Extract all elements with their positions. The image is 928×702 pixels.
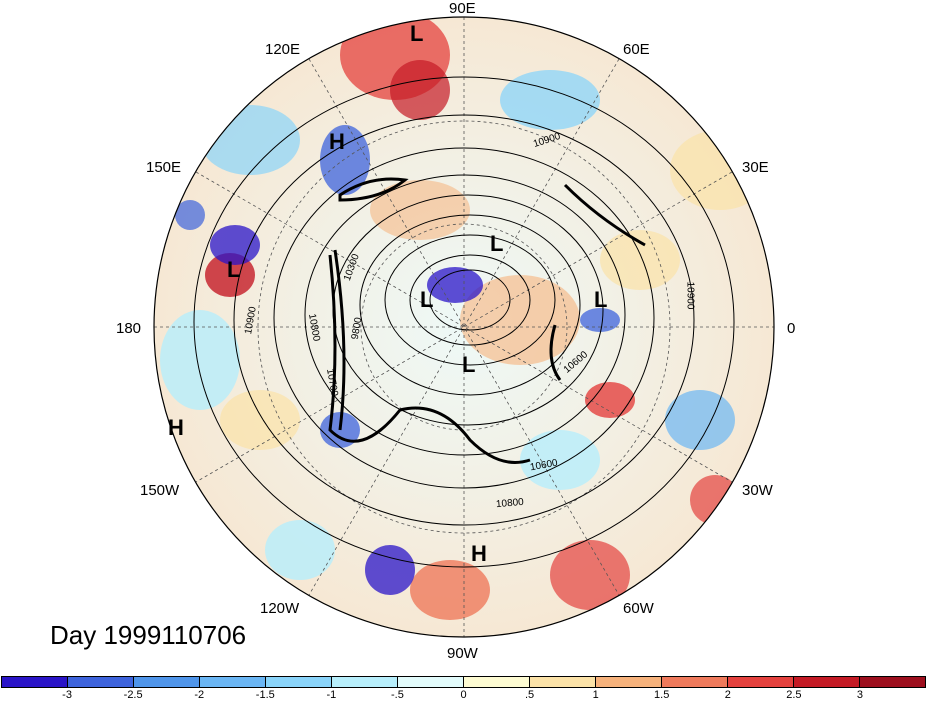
lon-label-150w: 150W [140, 482, 180, 499]
colorbar-tick-label: 1.5 [654, 689, 670, 701]
colorbar-swatch [794, 677, 860, 687]
colorbar-tick-label: 2.5 [786, 689, 802, 701]
high-pressure-label: H [329, 129, 345, 154]
colorbar [1, 676, 926, 688]
low-pressure-label: L [594, 287, 608, 312]
lon-label-30w: 30W [742, 482, 773, 499]
colorbar-swatch [662, 677, 728, 687]
colorbar-swatch [728, 677, 794, 687]
lon-label-60e: 60E [623, 41, 650, 58]
colorbar-tick-label: -.5 [391, 689, 404, 701]
colorbar-tick-label: -1 [326, 689, 337, 701]
lon-label-30e: 30E [742, 159, 769, 176]
anomaly-field [154, 17, 774, 637]
lon-label-180: 180 [116, 320, 142, 337]
colorbar-tick-label: 3 [856, 689, 863, 701]
lon-label-90e: 90E [449, 0, 476, 17]
colorbar-swatch [464, 677, 530, 687]
colorbar-tick-label: 0 [460, 689, 467, 701]
low-pressure-label: L [410, 21, 424, 46]
map-title: Day 1999110706 [50, 620, 247, 650]
colorbar-swatch [530, 677, 596, 687]
colorbar-tick-label: .5 [524, 689, 535, 701]
lon-label-150e: 150E [146, 159, 182, 176]
colorbar-swatch [332, 677, 398, 687]
high-pressure-label: H [168, 415, 184, 440]
lon-label-0: 0 [787, 320, 796, 337]
lon-label-120w: 120W [260, 600, 300, 617]
colorbar-tick-label: 1 [592, 689, 599, 701]
lon-label-120e: 120E [265, 41, 301, 58]
low-pressure-label: L [462, 352, 476, 377]
colorbar-tick-label: -3 [62, 689, 72, 701]
colorbar-swatch [860, 677, 925, 687]
lon-label-60w: 60W [623, 600, 654, 617]
colorbar-swatch [596, 677, 662, 687]
colorbar-tick-label: -1.5 [255, 689, 275, 701]
low-pressure-label: L [490, 231, 504, 256]
low-pressure-label: L [227, 257, 241, 282]
colorbar-tick-label: 2 [724, 689, 731, 701]
colorbar-swatch [266, 677, 332, 687]
colorbar-swatch [200, 677, 266, 687]
colorbar-swatch [2, 677, 68, 687]
low-pressure-label: L [420, 287, 434, 312]
colorbar-swatch [398, 677, 464, 687]
high-pressure-label: H [471, 541, 487, 566]
contour-label: 10900 [684, 281, 696, 310]
colorbar-tick-label: -2.5 [123, 689, 143, 701]
colorbar-swatch [68, 677, 134, 687]
colorbar-swatch [134, 677, 200, 687]
colorbar-tick-label: -2 [194, 689, 205, 701]
lon-label-90w: 90W [447, 645, 478, 662]
